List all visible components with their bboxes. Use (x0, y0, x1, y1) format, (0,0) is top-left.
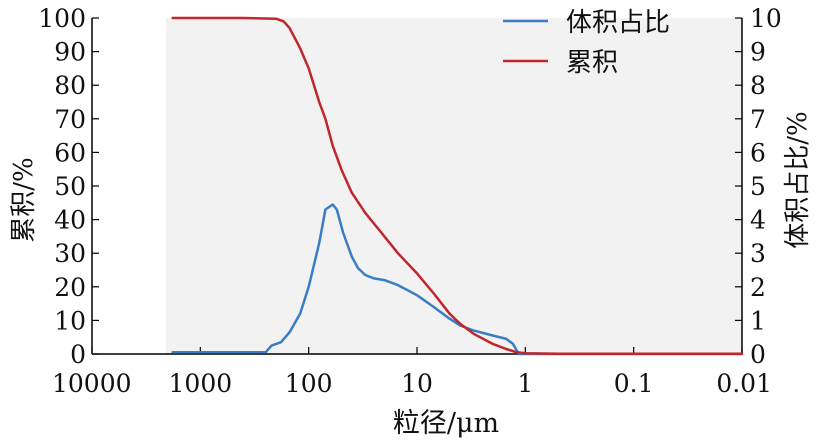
left-y-tick-label: 10 (54, 306, 86, 335)
legend: 体积占比 累积 (503, 8, 670, 78)
x-tick-label: 100 (285, 369, 333, 398)
left-y-ticks: 0 10 20 30 40 50 60 70 80 90 100 (38, 4, 99, 369)
right-y-tick-label: 6 (750, 138, 766, 167)
x-tick-label: 0.01 (716, 369, 772, 398)
plot-background (166, 18, 742, 354)
right-y-tick-label: 9 (750, 38, 766, 67)
series-layer (171, 16, 744, 356)
right-y-tick-label: 3 (750, 239, 766, 268)
left-y-tick-label: 20 (54, 273, 86, 302)
legend-label-volume: 体积占比 (566, 8, 670, 38)
right-y-ticks: 0 1 2 3 4 5 6 7 8 9 10 (735, 4, 782, 369)
cumulative-line (171, 16, 744, 355)
right-y-tick-label: 10 (750, 4, 782, 33)
right-y-tick-label: 0 (750, 340, 766, 369)
left-y-tick-label: 80 (54, 71, 86, 100)
right-y-tick-label: 5 (750, 172, 766, 201)
left-y-axis-label: 累积/% (9, 157, 39, 242)
left-y-tick-label: 60 (54, 138, 86, 167)
x-tick-label: 10 (401, 369, 433, 398)
x-tick-label: 1000 (169, 369, 233, 398)
x-axis-label: 粒径/μm (393, 408, 499, 439)
right-y-tick-label: 2 (750, 273, 766, 302)
left-y-tick-label: 40 (54, 206, 86, 235)
left-y-tick-label: 90 (54, 38, 86, 67)
volume-fraction-line (171, 203, 744, 356)
left-y-tick-label: 0 (70, 340, 86, 369)
left-y-tick-label: 50 (54, 172, 86, 201)
x-tick-label: 1 (517, 369, 533, 398)
right-y-axis-label: 体积占比/% (783, 111, 813, 248)
x-ticks: 10000 1000 100 10 1 0.1 0.01 (52, 347, 772, 398)
right-y-tick-label: 4 (750, 206, 766, 235)
left-y-tick-label: 30 (54, 239, 86, 268)
x-tick-label: 10000 (52, 369, 132, 398)
right-y-tick-label: 8 (750, 71, 766, 100)
left-y-tick-label: 70 (54, 105, 86, 134)
legend-label-cumulative: 累积 (566, 48, 618, 78)
right-y-tick-label: 1 (750, 306, 766, 335)
right-y-tick-label: 7 (750, 105, 766, 134)
left-y-tick-label: 100 (38, 4, 86, 33)
x-tick-label: 0.1 (614, 369, 654, 398)
